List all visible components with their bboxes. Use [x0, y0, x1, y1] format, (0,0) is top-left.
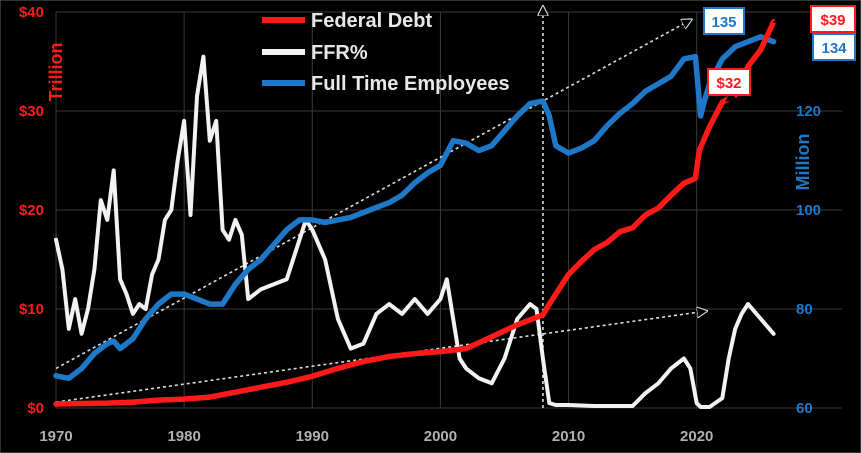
- callouts: $39 $32 135 134: [703, 5, 856, 102]
- left-tick-label: $30: [19, 103, 44, 120]
- series-lines: [53, 19, 777, 409]
- left-tick-label: $10: [19, 301, 44, 318]
- x-tick-label: 2010: [552, 428, 585, 445]
- employees-trend-arrow: [55, 19, 692, 370]
- callout-pointer: [772, 15, 812, 27]
- x-tick-label: 1980: [167, 428, 200, 445]
- legend-label-federal-debt: Federal Debt: [311, 10, 432, 32]
- series-federal-debt: [53, 19, 777, 407]
- callout-label: $39: [820, 12, 845, 29]
- x-tick-label: 2020: [680, 428, 713, 445]
- left-axis-label: Trillion: [46, 42, 66, 101]
- axis-ticks: $0 $10 $20 $30 $40 60 80 100 120 1970 1980 1990 2000…: [19, 4, 821, 445]
- callout-label: $32: [716, 75, 741, 92]
- debt-trend-arrow: [55, 311, 707, 403]
- legend: Federal Debt FFR% Full Time Employees: [262, 10, 510, 95]
- x-tick-label: 1990: [296, 428, 329, 445]
- callout-box: [703, 7, 745, 35]
- callout-box: [812, 33, 856, 61]
- left-tick-label: $0: [27, 400, 44, 417]
- trend-arrows: [55, 6, 707, 408]
- callout-label: 135: [711, 14, 736, 31]
- right-axis-label: Million: [793, 134, 813, 191]
- series-full-time-employees: [53, 34, 777, 382]
- x-tick-label: 1970: [39, 428, 72, 445]
- x-tick-label: 2000: [424, 428, 457, 445]
- right-tick-label: 120: [796, 103, 821, 120]
- legend-label-ffr: FFR%: [311, 42, 368, 64]
- callout-pointer: [775, 40, 814, 52]
- right-tick-label: 60: [796, 400, 813, 417]
- callout-box: [810, 5, 856, 33]
- left-tick-label: $20: [19, 202, 44, 219]
- series-ffr: [54, 54, 776, 409]
- right-tick-label: 80: [796, 301, 813, 318]
- legend-label-employees: Full Time Employees: [311, 73, 510, 95]
- left-tick-label: $40: [19, 4, 44, 21]
- callout-box: [707, 68, 751, 96]
- callout-label: 134: [821, 40, 847, 57]
- right-tick-label: 100: [796, 202, 821, 219]
